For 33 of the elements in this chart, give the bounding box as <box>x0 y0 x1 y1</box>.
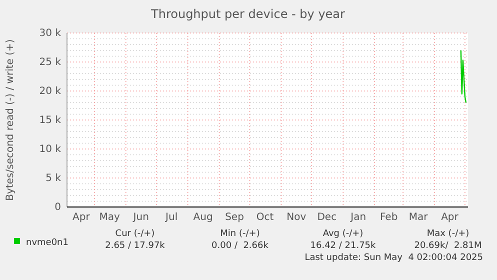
text: Min (-/+) <box>220 229 260 239</box>
y-tick-label: 0 <box>54 202 61 214</box>
line-series <box>460 50 467 104</box>
x-tick-label: Dec <box>317 212 337 224</box>
x-tick-label: Jun <box>132 212 149 224</box>
x-tick-label: Mar <box>408 212 429 224</box>
x-tick-label: Feb <box>380 212 398 224</box>
text: 0.00 / 2.66k <box>212 241 270 251</box>
x-tick-label: Apr <box>441 212 460 224</box>
x-tick-label: Apr <box>72 212 91 224</box>
text: 2.65 / 17.97k <box>105 241 166 251</box>
text: Cur (-/+) <box>115 229 155 239</box>
text: 16.42 / 21.75k <box>310 241 377 251</box>
x-tick-label: Sep <box>225 212 244 224</box>
text: Last update: Sun May 4 02:00:04 2025 <box>304 253 483 263</box>
y-axis-title: Bytes/second read (-) / write (+) <box>5 39 16 201</box>
y-tick-label: 5 k <box>46 173 62 184</box>
x-tick-label: Oct <box>256 212 274 224</box>
x-tick-label: Aug <box>193 212 213 224</box>
x-tick-label: May <box>99 212 120 224</box>
x-tick-label: Jan <box>350 212 366 224</box>
y-tick-label: 15 k <box>39 115 62 126</box>
text: Avg (-/+) <box>322 229 364 239</box>
text: 20.69k/ 2.81M <box>414 241 482 251</box>
y-tick-label: 25 k <box>39 57 62 68</box>
text: Max (-/+) <box>426 229 470 239</box>
y-tick-label: 10 k <box>39 144 62 156</box>
y-tick-label: 30 k <box>39 28 62 40</box>
legend-label: nvme0n1 <box>26 238 68 248</box>
y-tick-label: 20 k <box>39 86 62 98</box>
x-tick-label: Jul <box>164 212 178 224</box>
chart-title: Throughput per device - by year <box>150 7 346 21</box>
x-tick-label: Nov <box>286 212 306 224</box>
